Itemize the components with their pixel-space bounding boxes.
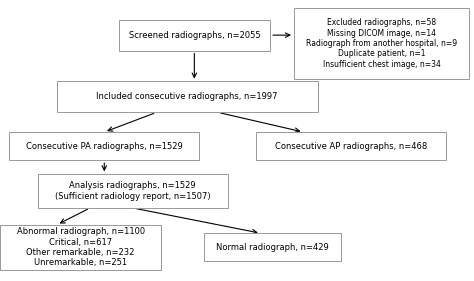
Text: Consecutive PA radiographs, n=1529: Consecutive PA radiographs, n=1529 <box>26 142 182 151</box>
FancyBboxPatch shape <box>57 81 318 112</box>
FancyBboxPatch shape <box>38 174 228 208</box>
Text: Included consecutive radiographs, n=1997: Included consecutive radiographs, n=1997 <box>97 92 278 101</box>
FancyBboxPatch shape <box>256 132 446 160</box>
FancyBboxPatch shape <box>0 225 161 270</box>
FancyBboxPatch shape <box>204 233 341 261</box>
FancyBboxPatch shape <box>294 8 469 79</box>
Text: Analysis radiographs, n=1529
(Sufficient radiology report, n=1507): Analysis radiographs, n=1529 (Sufficient… <box>55 181 210 201</box>
Text: Consecutive AP radiographs, n=468: Consecutive AP radiographs, n=468 <box>274 142 427 151</box>
Text: Normal radiograph, n=429: Normal radiograph, n=429 <box>216 243 329 252</box>
FancyBboxPatch shape <box>118 20 270 51</box>
Text: Abnormal radiograph, n=1100
Critical, n=617
Other remarkable, n=232
Unremarkable: Abnormal radiograph, n=1100 Critical, n=… <box>17 227 145 268</box>
FancyBboxPatch shape <box>9 132 199 160</box>
Text: Screened radiographs, n=2055: Screened radiographs, n=2055 <box>128 31 260 40</box>
Text: Excluded radiographs, n=58
Missing DICOM image, n=14
Radiograph from another hos: Excluded radiographs, n=58 Missing DICOM… <box>306 18 457 69</box>
